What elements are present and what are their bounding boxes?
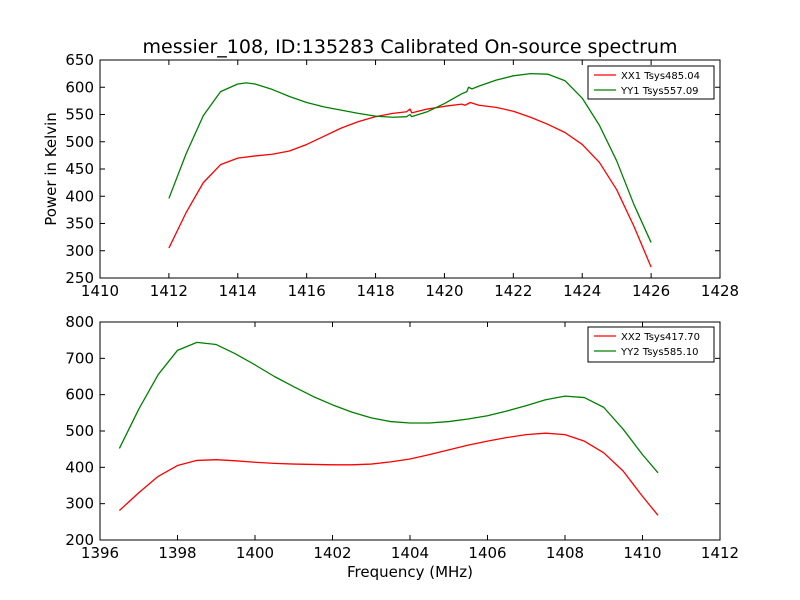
y-tick-label: 700 [65, 349, 94, 367]
x-tick-label: 1402 [313, 544, 351, 562]
y-tick-label: 650 [65, 51, 94, 69]
y-tick-label: 400 [65, 458, 94, 476]
y-tick-label: 500 [65, 422, 94, 440]
y-tick-label: 200 [65, 531, 94, 549]
x-tick-label: 1416 [288, 282, 326, 300]
x-tick-label: 1426 [632, 282, 670, 300]
y-tick-label: 400 [65, 187, 94, 205]
series-line-1-2 [168, 72, 652, 243]
legend-entry: XX2 Tsys417.70 [621, 332, 700, 343]
x-tick-label: 1410 [623, 544, 661, 562]
y-tick-label: 300 [65, 242, 94, 260]
x-tick-label: 1420 [425, 282, 463, 300]
y-tick-label: 450 [65, 160, 94, 178]
subplot-bottom: 1396 1398 1400 1402 1404 1406 1408 1410 1412 200 3… [65, 313, 739, 562]
x-tick-label: 1408 [546, 544, 584, 562]
chart-title: messier_108, ID:135283 Calibrated On-sou… [143, 36, 678, 58]
series-line-2-2 [118, 341, 659, 474]
series-line-1-1 [168, 101, 652, 268]
subplot-top: 1410 1412 1414 1416 1418 1420 1422 1424 1426 1428… [42, 51, 739, 300]
y-tick-label: 550 [65, 106, 94, 124]
y-axis-label: Power in Kelvin [42, 112, 60, 226]
x-tick-label: 1406 [468, 544, 506, 562]
x-tick-label: 1414 [219, 282, 257, 300]
y-tick-label: 350 [65, 215, 94, 233]
x-tick-label: 1410 [81, 282, 119, 300]
y-tick-label: 600 [65, 386, 94, 404]
legend-box [587, 326, 715, 363]
x-tick-label: 1412 [150, 282, 188, 300]
x-tick-label: 1398 [158, 544, 196, 562]
legend-entry: YY2 Tsys585.10 [620, 347, 699, 358]
x-tick-label: 1412 [701, 544, 739, 562]
x-tick-label: 1418 [356, 282, 394, 300]
x-tick-label: 1428 [701, 282, 739, 300]
x-tick-label: 1404 [391, 544, 429, 562]
x-tick-label: 1424 [563, 282, 601, 300]
legend-entry: YY1 Tsys557.09 [620, 86, 699, 97]
y-tick-label: 800 [65, 313, 94, 331]
x-tick-label: 1422 [494, 282, 532, 300]
x-tick-label: 1400 [236, 544, 274, 562]
x-axis-label: Frequency (MHz) [347, 563, 473, 581]
x-tick-label: 1396 [81, 544, 119, 562]
series-line-2-1 [118, 432, 659, 516]
legend-box [587, 65, 715, 100]
y-tick-label: 250 [65, 269, 94, 287]
y-tick-label: 600 [65, 78, 94, 96]
y-tick-label: 500 [65, 133, 94, 151]
y-tick-label: 300 [65, 495, 94, 513]
legend-entry: XX1 Tsys485.04 [621, 71, 700, 82]
